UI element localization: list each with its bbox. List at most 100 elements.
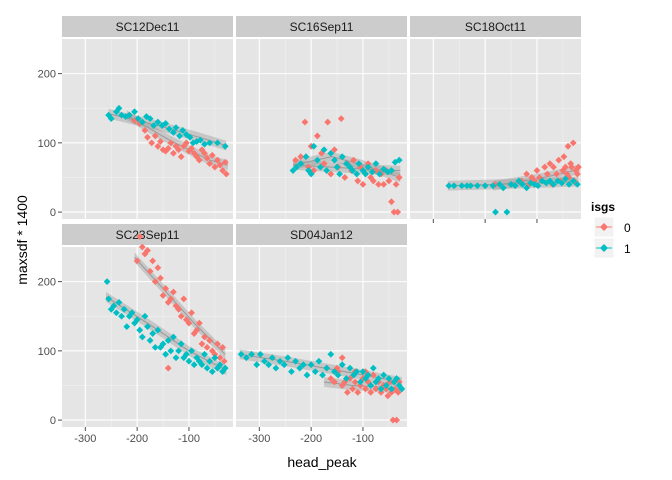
legend-label-0: 0: [624, 221, 631, 235]
x-tick-label: -200: [126, 433, 148, 445]
data-point-1: [221, 364, 229, 372]
data-point-0: [141, 126, 149, 134]
data-point-1: [193, 354, 201, 362]
facet-panel-SC16Sep11: SC16Sep11: [236, 16, 407, 219]
data-point-1: [133, 316, 141, 324]
data-point-0: [219, 167, 227, 174]
data-point-0: [369, 371, 377, 379]
data-point-1: [196, 136, 204, 144]
data-point-1: [138, 333, 146, 341]
x-tick-label: -200: [300, 433, 322, 445]
data-point-1: [216, 361, 224, 369]
data-point-0: [369, 177, 377, 185]
x-tick-label: -300: [248, 433, 270, 445]
data-point-0: [159, 146, 167, 154]
data-point-0: [220, 357, 228, 365]
data-point-0: [138, 243, 146, 251]
data-point-1: [303, 371, 311, 379]
data-point-1: [190, 361, 198, 369]
data-point-0: [201, 333, 208, 341]
data-point-1: [573, 180, 581, 188]
data-point-0: [575, 163, 582, 171]
data-point-0: [208, 151, 216, 159]
data-point-0: [203, 343, 211, 351]
data-point-1: [185, 357, 193, 365]
data-point-0: [203, 154, 211, 162]
data-point-1: [355, 160, 363, 168]
y-tick-label: 200: [38, 277, 56, 289]
data-point-1: [320, 146, 328, 154]
data-point-1: [342, 160, 350, 168]
data-point-0: [175, 305, 182, 313]
data-point-1: [380, 165, 388, 173]
data-point-1: [289, 167, 297, 174]
data-point-0: [318, 149, 325, 157]
data-point-0: [331, 378, 338, 386]
data-point-0: [136, 120, 144, 127]
data-point-1: [138, 118, 146, 126]
facet-strip: [410, 16, 581, 37]
data-point-0: [550, 163, 557, 171]
data-point-1: [331, 368, 338, 376]
data-point-1: [120, 305, 128, 313]
data-point-1: [317, 163, 324, 171]
y-tick-label: 100: [38, 138, 56, 150]
data-point-0: [211, 163, 219, 171]
data-point-1: [128, 309, 136, 317]
data-point-1: [388, 167, 395, 174]
data-point-1: [489, 182, 497, 190]
data-point-0: [350, 156, 358, 164]
data-point-0: [154, 142, 162, 150]
data-point-1: [565, 180, 573, 188]
data-point-0: [149, 257, 157, 265]
data-point-0: [216, 354, 224, 362]
data-point-1: [253, 361, 261, 369]
data-point-1: [327, 149, 335, 157]
data-point-1: [179, 126, 187, 134]
data-point-1: [336, 170, 344, 178]
data-point-1: [122, 113, 130, 120]
facet-strip-label: SC23Sep11: [116, 228, 180, 242]
facet-panel-SC12Dec11: SC12Dec11 0 100 200: [38, 16, 233, 219]
data-point-1: [445, 182, 453, 190]
data-point-0: [206, 337, 214, 344]
data-point-1: [296, 364, 304, 372]
fit-line-0: [492, 168, 580, 187]
data-point-1: [214, 139, 221, 147]
data-point-0: [198, 340, 206, 348]
data-point-1: [458, 182, 466, 190]
panels-layer: SC12Dec11 0 100 200 SC16Sep11 SC18Oct11 SC23Se…: [38, 16, 582, 445]
data-point-1: [165, 125, 173, 133]
data-point-0: [151, 278, 159, 286]
data-point-0: [201, 149, 208, 157]
data-point-0: [359, 180, 367, 188]
data-point-0: [341, 378, 349, 386]
data-point-1: [288, 368, 295, 376]
x-tick-label: -100: [178, 433, 200, 445]
facet-strip: [236, 16, 407, 37]
data-point-1: [172, 124, 180, 132]
data-point-1: [569, 177, 577, 185]
legend-key-1-diamond-icon: [600, 244, 608, 252]
data-point-1: [125, 111, 133, 119]
data-point-0: [175, 146, 182, 154]
data-point-0: [351, 378, 359, 386]
data-point-1: [463, 182, 471, 190]
x-axis-title: head_peak: [287, 454, 357, 470]
data-point-0: [553, 170, 561, 178]
facet-strip-label: SC12Dec11: [116, 20, 180, 34]
data-point-1: [167, 347, 175, 355]
data-point-1: [284, 354, 292, 362]
data-point-0: [180, 142, 188, 150]
facet-strip-label: SC18Oct11: [465, 20, 526, 34]
legend-key-0-diamond-icon: [600, 223, 608, 231]
panel-background: [62, 39, 233, 219]
data-point-1: [499, 184, 507, 192]
data-point-1: [519, 180, 526, 188]
legend-title: isgs: [591, 200, 615, 214]
data-point-1: [203, 364, 211, 372]
data-point-1: [201, 140, 208, 148]
data-point-1: [189, 139, 197, 147]
x-tick-label: -100: [352, 433, 374, 445]
